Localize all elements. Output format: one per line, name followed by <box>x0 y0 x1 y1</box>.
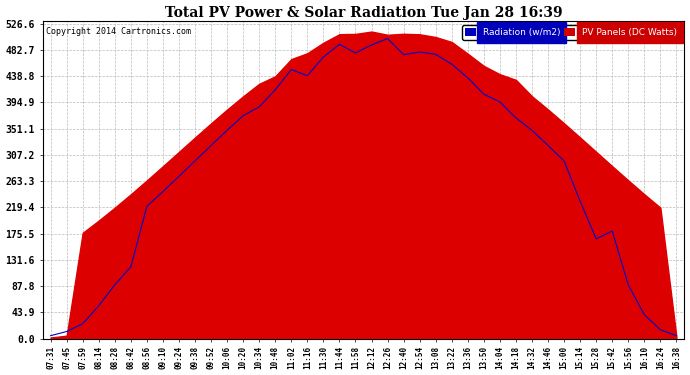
Legend: Radiation (w/m2), PV Panels (DC Watts): Radiation (w/m2), PV Panels (DC Watts) <box>462 25 680 40</box>
Text: Copyright 2014 Cartronics.com: Copyright 2014 Cartronics.com <box>46 27 190 36</box>
Title: Total PV Power & Solar Radiation Tue Jan 28 16:39: Total PV Power & Solar Radiation Tue Jan… <box>165 6 562 20</box>
